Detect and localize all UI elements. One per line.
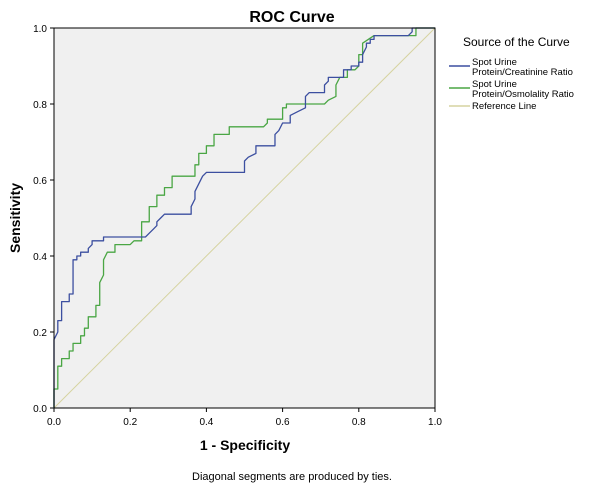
legend-item-reference-line: Reference Line xyxy=(449,101,536,112)
series-line-spot-urine-protein-osmolality-ratio xyxy=(53,27,435,408)
y-tick-label: 0.2 xyxy=(33,328,47,339)
x-tick-label: 1.0 xyxy=(428,417,442,428)
legend-label: Spot Urine xyxy=(472,57,517,68)
legend-label: Protein/Creatinine Ratio xyxy=(472,67,573,78)
y-tick-label: 0.0 xyxy=(33,404,47,415)
chart-title: ROC Curve xyxy=(249,9,334,26)
y-tick-label: 0.8 xyxy=(33,100,47,111)
series-line-spot-urine-protein-creatinine-ratio xyxy=(53,27,435,408)
y-axis-title: Sensitivity xyxy=(7,183,23,253)
legend-title: Source of the Curve xyxy=(463,35,570,49)
series-line-reference-line xyxy=(53,27,436,409)
series-lines xyxy=(53,27,436,409)
x-tick-label: 0.0 xyxy=(47,417,61,428)
x-tick-label: 0.4 xyxy=(199,417,213,428)
legend-label: Protein/Osmolality Ratio xyxy=(472,89,574,100)
x-tick-label: 0.8 xyxy=(352,417,366,428)
x-axis-title: 1 - Specificity xyxy=(200,437,290,453)
y-tick-label: 1.0 xyxy=(33,24,47,35)
y-tick-label: 0.4 xyxy=(33,252,47,263)
y-tick-label: 0.6 xyxy=(33,176,47,187)
axis-ticks: 0.0 0.2 0.4 0.6 0.8 1.0 0.0 0.2 0.4 0.6 0.8 1.0 xyxy=(33,24,442,428)
x-tick-label: 0.2 xyxy=(123,417,137,428)
legend: Source of the Curve Spot UrineProtein/Cr… xyxy=(449,35,574,112)
legend-label: Reference Line xyxy=(472,101,536,112)
footnote: Diagonal segments are produced by ties. xyxy=(192,471,392,483)
legend-label: Spot Urine xyxy=(472,79,517,90)
x-tick-label: 0.6 xyxy=(276,417,290,428)
plot-frame xyxy=(53,27,436,409)
